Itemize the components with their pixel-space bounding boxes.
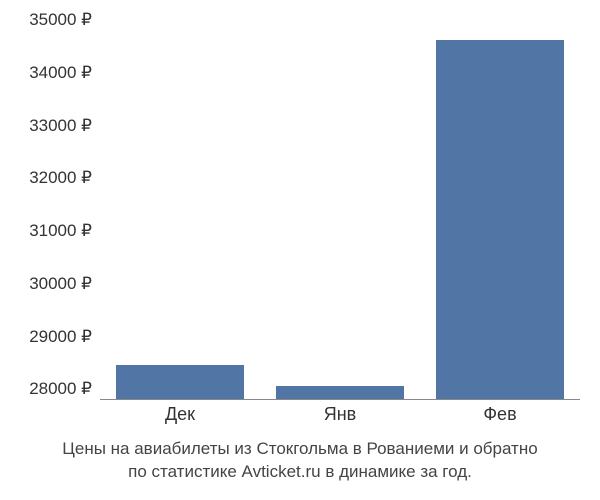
x-tick-label: Дек <box>165 404 195 425</box>
x-tick-label: Фев <box>483 404 516 425</box>
y-tick-label: 29000 ₽ <box>0 327 92 347</box>
y-tick-label: 30000 ₽ <box>0 274 92 294</box>
bar <box>276 386 404 399</box>
bar <box>116 365 244 399</box>
bar <box>436 40 564 399</box>
y-tick-label: 34000 ₽ <box>0 63 92 83</box>
plot-area <box>100 20 580 400</box>
x-tick-label: Янв <box>324 404 357 425</box>
y-tick-label: 32000 ₽ <box>0 168 92 188</box>
bars-layer <box>100 20 580 399</box>
y-tick-label: 28000 ₽ <box>0 379 92 399</box>
y-tick-label: 35000 ₽ <box>0 10 92 30</box>
y-tick-label: 31000 ₽ <box>0 221 92 241</box>
chart-caption: Цены на авиабилеты из Стокгольма в Рован… <box>0 438 600 484</box>
y-tick-label: 33000 ₽ <box>0 116 92 136</box>
price-chart: Цены на авиабилеты из Стокгольма в Рован… <box>0 0 600 500</box>
